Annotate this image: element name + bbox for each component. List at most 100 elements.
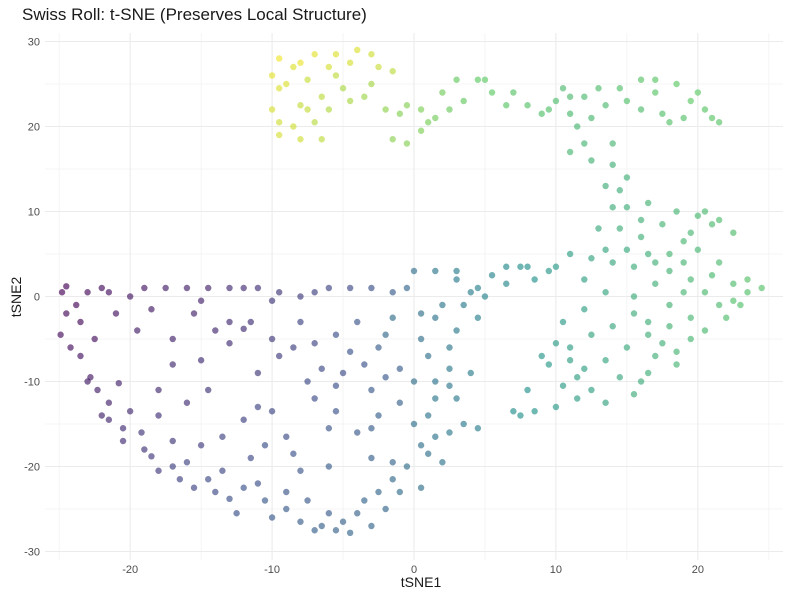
data-point [368, 454, 375, 462]
data-point [389, 289, 396, 296]
data-point [680, 259, 687, 266]
data-point [417, 335, 425, 343]
data-point [325, 463, 333, 470]
data-point [410, 267, 418, 275]
data-point [559, 85, 567, 92]
data-point [630, 263, 638, 270]
data-point [616, 187, 623, 194]
data-point [687, 229, 694, 236]
data-point [226, 340, 233, 347]
data-point [290, 450, 297, 457]
data-point [169, 437, 176, 445]
data-point [304, 106, 311, 113]
data-point [581, 140, 588, 147]
data-point [566, 357, 574, 364]
data-point [190, 310, 198, 317]
data-point [687, 314, 694, 321]
data-point [623, 174, 631, 181]
data-point [524, 386, 531, 394]
data-point [545, 267, 553, 275]
data-point [368, 386, 375, 394]
data-point [382, 374, 389, 381]
data-point [311, 51, 318, 58]
data-point [659, 221, 666, 228]
data-point [141, 284, 148, 292]
data-point [637, 106, 645, 113]
data-point [119, 437, 127, 445]
data-point [346, 348, 354, 355]
data-point [644, 369, 652, 377]
data-point [197, 357, 205, 364]
data-point [673, 361, 680, 368]
data-point [162, 284, 169, 292]
data-point [254, 403, 262, 411]
data-point [417, 127, 425, 134]
data-point [403, 102, 411, 109]
data-point [283, 505, 290, 513]
data-point [730, 280, 737, 287]
y-tick-label: 20 [28, 122, 40, 134]
data-point [474, 284, 482, 292]
data-point [623, 204, 631, 211]
data-point [389, 459, 396, 466]
data-point [609, 161, 616, 168]
data-point [389, 68, 396, 75]
data-point [410, 420, 418, 428]
data-point [247, 454, 254, 462]
data-point [424, 119, 432, 126]
data-point [254, 284, 262, 292]
data-point [609, 140, 616, 147]
x-tick-label: 20 [692, 564, 704, 576]
data-point [126, 408, 134, 415]
data-point [396, 488, 404, 496]
data-point [73, 301, 80, 309]
data-point [375, 63, 382, 71]
data-point [226, 495, 233, 502]
data-point [744, 289, 751, 296]
y-tick-label: -30 [24, 547, 40, 559]
data-point [673, 80, 680, 88]
data-point [77, 318, 84, 326]
data-point [552, 340, 560, 347]
data-point [524, 263, 531, 270]
data-point [297, 293, 304, 300]
data-point [205, 284, 212, 292]
data-point [311, 340, 318, 347]
data-point [566, 110, 574, 117]
data-point [311, 395, 318, 402]
data-point [268, 335, 276, 343]
data-point [673, 208, 680, 215]
data-point [219, 433, 226, 440]
data-point [453, 327, 460, 334]
data-point [446, 106, 453, 113]
data-point [581, 306, 588, 313]
data-point [212, 488, 219, 496]
data-point [254, 369, 262, 377]
data-point [652, 89, 659, 96]
data-point [297, 518, 304, 525]
data-point [332, 408, 340, 415]
data-point [474, 425, 482, 432]
data-point [354, 510, 361, 517]
data-point [715, 216, 723, 224]
data-point [687, 97, 694, 105]
data-point [389, 314, 396, 321]
data-point [226, 318, 233, 326]
data-point [488, 89, 496, 96]
data-point [474, 314, 482, 321]
data-point [708, 272, 716, 279]
data-point [368, 284, 375, 292]
data-point [538, 352, 545, 360]
data-point [410, 378, 418, 385]
data-point [474, 76, 482, 83]
data-point [630, 310, 638, 317]
data-point [602, 102, 609, 109]
data-point [602, 182, 609, 190]
data-point [694, 89, 702, 96]
data-point [652, 280, 659, 287]
data-point [112, 310, 120, 317]
data-point [155, 467, 162, 474]
data-point [453, 395, 460, 402]
data-point [311, 527, 318, 534]
data-point [290, 344, 297, 351]
